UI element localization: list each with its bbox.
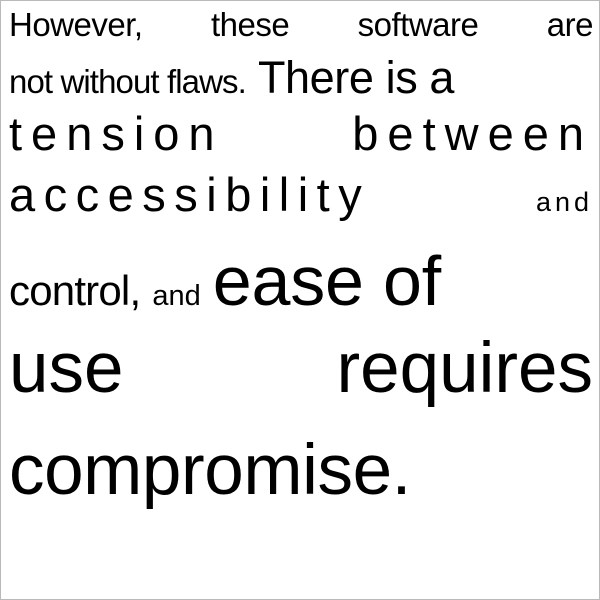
word: these: [210, 6, 290, 43]
text-line-7: compromise.: [9, 430, 593, 518]
text-line-3: tension between: [9, 106, 593, 160]
text-line-6: use requires: [9, 328, 593, 416]
large-text: ease of: [212, 242, 441, 320]
word: tension: [9, 107, 224, 160]
word: and: [152, 280, 201, 312]
text-line-1: However, these software are: [9, 6, 593, 46]
word: accessibility: [9, 168, 371, 221]
text-line-2: not without flaws. There is a: [9, 52, 593, 103]
text-paragraph: However, these software are not without …: [9, 1, 593, 518]
word: compromise.: [9, 431, 411, 510]
text-line-4: accessibility and: [9, 167, 593, 223]
large-text: There is a: [257, 52, 455, 103]
word: However,: [9, 6, 143, 43]
word: and: [535, 187, 593, 217]
word: use: [9, 329, 124, 408]
word: are: [546, 6, 594, 43]
small-text: not without flaws.: [9, 63, 247, 100]
text-line-5: control, and ease of: [9, 241, 593, 320]
word: software: [357, 6, 479, 43]
word: requires: [336, 329, 593, 408]
word: between: [352, 107, 593, 160]
word: control,: [9, 267, 141, 314]
